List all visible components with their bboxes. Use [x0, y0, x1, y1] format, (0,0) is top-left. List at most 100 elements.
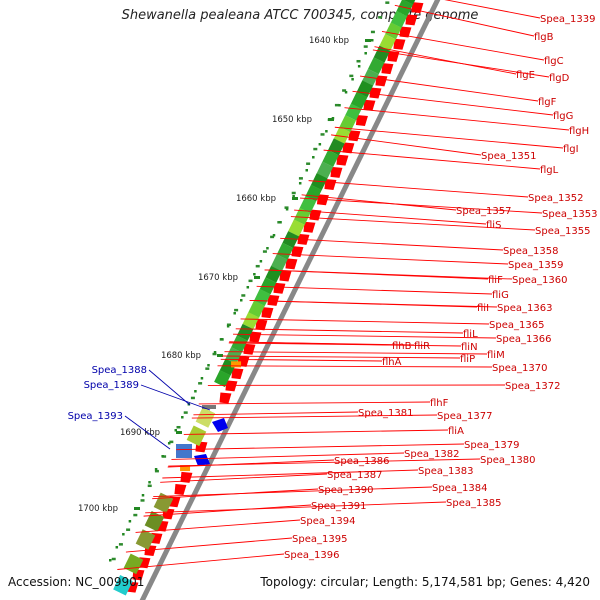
leader-line: [301, 194, 457, 211]
outer-tick: [154, 469, 159, 473]
ruler-dot: [371, 39, 374, 42]
ruler-dot: [285, 208, 289, 211]
genome-backbone: [139, 0, 441, 600]
ruler-dot: [161, 455, 164, 458]
outer-tick: [126, 528, 131, 531]
gene-arrow-red: [375, 75, 388, 87]
gene-label: Spea_1396: [284, 550, 339, 561]
gene-label: Spea_1380: [480, 455, 535, 466]
ruler-dot: [266, 247, 269, 250]
outer-tick: [363, 45, 368, 48]
ruler-dot: [246, 286, 250, 289]
outer-tick: [270, 235, 275, 239]
gene-block-green: [242, 312, 260, 330]
leader-line: [233, 333, 497, 339]
outer-tick: [349, 74, 354, 78]
leader-line: [331, 134, 482, 156]
outer-tick: [378, 16, 383, 19]
ruler-dot: [141, 494, 145, 497]
ruler-tick-label: 1680 kbp: [161, 351, 201, 361]
gene-label: Spea_1366: [496, 334, 551, 345]
gene-arrow-red: [363, 99, 376, 111]
ruler-dot: [181, 416, 184, 419]
gene-label: Spea_1351: [481, 151, 536, 162]
gene-arrow-red: [393, 38, 406, 50]
gene-label: fliS: [486, 220, 501, 231]
leader-line-blue: [124, 415, 171, 450]
ruler-tick-label: 1700 kbp: [78, 504, 118, 514]
gene-label: Spea_1359: [508, 260, 563, 271]
leader-line: [272, 253, 509, 265]
gene-block-green: [231, 335, 248, 353]
gene-block-green: [402, 0, 419, 5]
leader-line: [160, 473, 328, 483]
gene-block-green: [214, 370, 231, 388]
leader-line: [299, 197, 543, 214]
gene-label: fliF: [488, 275, 503, 286]
gene-label: Spea_1363: [497, 303, 552, 314]
ruler-dot: [298, 182, 302, 185]
leader-line: [359, 75, 539, 102]
outer-tick: [176, 425, 181, 429]
ruler-dot: [148, 481, 151, 484]
ruler-dot: [364, 52, 367, 55]
ruler-dot: [226, 325, 230, 328]
leader-line: [220, 358, 383, 362]
ruler-dot: [325, 130, 328, 133]
outer-tick: [313, 147, 318, 151]
gene-label: flgG: [553, 111, 573, 122]
leader-line: [167, 459, 335, 468]
ruler-dot: [253, 273, 256, 276]
leader-line: [143, 504, 312, 517]
ruler-dot: [200, 377, 204, 380]
map-title: Shewanella pealeana ATCC 700345, complet…: [121, 8, 479, 23]
gene-block-green: [248, 300, 265, 318]
ruler-tick-label: 1660 kbp: [236, 194, 276, 204]
ruler-dot: [174, 429, 177, 432]
leader-line: [193, 411, 359, 416]
ruler-dot: [207, 364, 210, 367]
outer-tick: [298, 177, 303, 180]
leader-line-blue: [140, 384, 211, 411]
gene-block-green: [333, 126, 351, 144]
gene-block-green: [373, 45, 391, 63]
ruler-dot: [233, 312, 236, 315]
gene-label: Spea_1353: [542, 209, 597, 220]
leader-line: [125, 537, 293, 553]
outer-tick: [140, 499, 145, 502]
ruler-dot: [154, 468, 158, 471]
gene-block-green: [293, 207, 311, 225]
ruler-major-tick: [176, 431, 182, 434]
gene-label: Spea_1381: [358, 408, 413, 419]
leader-line: [249, 300, 498, 308]
leader-line: [171, 452, 405, 460]
gene-label: flhB: [392, 341, 412, 352]
gene-label-blue: Spea_1389: [84, 380, 139, 391]
gene-label: Spea_1339: [540, 14, 595, 25]
outer-tick: [162, 455, 167, 458]
gene-arrow-red: [279, 270, 292, 282]
ruler-dot: [312, 156, 315, 159]
leader-line: [444, 0, 541, 19]
ruler-tick-label: 1690 kbp: [120, 428, 160, 438]
gene-label: flhA: [382, 357, 402, 368]
leader-line: [135, 519, 301, 533]
gene-label: Spea_1391: [311, 501, 366, 512]
ruler-major-tick: [365, 39, 371, 42]
gene-arrow-red: [330, 166, 343, 178]
leader-line: [294, 209, 487, 225]
gene-label: Spea_1377: [437, 411, 492, 422]
leader-line: [153, 486, 433, 497]
ruler-dot: [344, 91, 348, 94]
outer-tick: [370, 30, 375, 34]
blue-gene-block: [176, 444, 192, 458]
gene-label: Spea_1379: [464, 440, 519, 451]
genome-summary-text: Topology: circular; Length: 5,174,581 bp…: [260, 575, 590, 589]
ruler-tick-label: 1670 kbp: [198, 273, 238, 283]
gene-arrow-red: [381, 63, 394, 75]
outer-tick: [226, 323, 231, 327]
gene-label: fliP: [460, 354, 475, 365]
gene-arrow-red: [303, 221, 316, 233]
gene-label: Spea_1357: [456, 206, 511, 217]
